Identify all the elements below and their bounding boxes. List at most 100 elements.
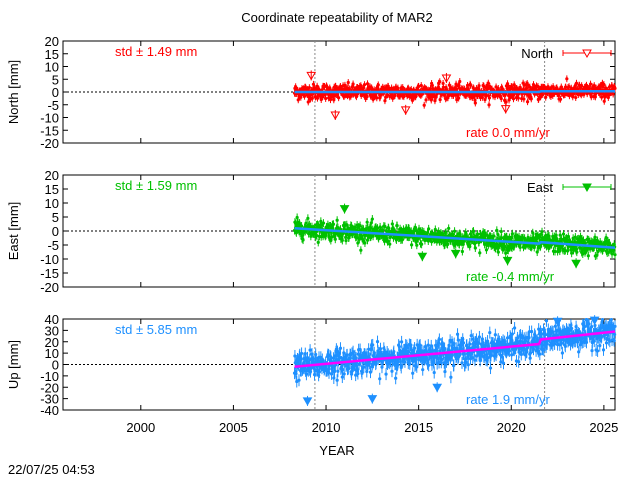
data-points [293, 204, 617, 269]
y-tick-label: -5 [47, 238, 59, 253]
data-point [303, 95, 306, 98]
y-tick-label: 5 [52, 210, 59, 225]
data-point [613, 253, 616, 256]
data-point [570, 252, 573, 255]
data-point [587, 254, 590, 257]
data-point [300, 352, 303, 355]
data-point [339, 347, 342, 350]
data-point [336, 370, 339, 373]
trend-line [295, 91, 615, 92]
data-point [460, 361, 463, 364]
data-point [308, 86, 311, 89]
data-point [322, 222, 325, 225]
data-point [458, 80, 461, 83]
data-point [538, 353, 541, 356]
data-point [420, 243, 423, 246]
rate-label: rate 0.0 mm/yr [466, 125, 550, 140]
data-point [410, 243, 413, 246]
data-point [337, 96, 340, 99]
data-point [589, 82, 592, 85]
data-point [497, 250, 500, 253]
data-point [439, 98, 442, 101]
data-point [472, 230, 475, 233]
data-point [594, 95, 597, 98]
data-point [496, 233, 499, 236]
data-point [492, 234, 495, 237]
data-point [347, 81, 350, 84]
data-point [433, 371, 436, 374]
data-point [423, 104, 426, 107]
data-point [522, 97, 525, 100]
data-point [418, 253, 426, 260]
y-tick-label: 5 [52, 72, 59, 87]
data-point [311, 97, 314, 100]
data-point [438, 80, 441, 83]
y-tick-label: -15 [40, 266, 59, 281]
data-point [502, 362, 505, 365]
legend-label: North [521, 46, 553, 61]
x-tick-label: 2005 [219, 420, 248, 435]
y-axis-label: East [mm] [6, 202, 21, 261]
data-point [390, 370, 393, 373]
data-point [394, 377, 397, 380]
data-point [478, 251, 481, 254]
data-point [294, 372, 297, 375]
y-tick-label: -10 [40, 252, 59, 267]
y-tick-label: -20 [40, 280, 59, 295]
data-point [359, 249, 362, 252]
data-point [366, 95, 369, 98]
data-point [468, 245, 471, 248]
data-point [300, 224, 303, 227]
data-point [540, 230, 543, 233]
data-point [375, 96, 378, 99]
data-point [362, 365, 365, 368]
data-point [427, 364, 430, 367]
data-points [293, 315, 617, 406]
data-point [575, 251, 578, 254]
data-point [341, 239, 344, 242]
data-point [467, 363, 470, 366]
data-point [336, 379, 339, 382]
data-point [478, 335, 481, 338]
data-point [386, 240, 389, 243]
data-point [414, 95, 417, 98]
data-point [574, 96, 577, 99]
data-point [470, 334, 473, 337]
data-point [562, 232, 565, 235]
data-point [485, 248, 488, 251]
data-point [398, 345, 401, 348]
data-point [378, 377, 381, 380]
data-point [379, 347, 382, 350]
data-point [334, 238, 337, 241]
data-point [344, 239, 347, 242]
data-point [421, 368, 424, 371]
data-point [575, 82, 578, 85]
data-point [542, 348, 545, 351]
data-point [468, 342, 471, 345]
data-point [474, 101, 477, 104]
data-point [388, 243, 391, 246]
data-point [469, 84, 472, 87]
data-point [366, 221, 369, 224]
data-point [572, 260, 580, 267]
data-point [504, 100, 507, 103]
data-point [488, 331, 491, 334]
data-point [371, 343, 374, 346]
data-point [565, 77, 568, 80]
data-point [427, 227, 430, 230]
data-point [447, 227, 450, 230]
data-point [301, 238, 304, 241]
data-point [511, 232, 514, 235]
data-point [500, 97, 503, 100]
data-point [363, 83, 366, 86]
data-point [402, 95, 405, 98]
std-label: std ± 1.49 mm [115, 44, 197, 59]
data-point [309, 349, 312, 352]
data-point [336, 219, 339, 222]
data-point [419, 343, 422, 346]
data-point [444, 231, 447, 234]
data-point [531, 231, 534, 234]
data-point [457, 97, 460, 100]
